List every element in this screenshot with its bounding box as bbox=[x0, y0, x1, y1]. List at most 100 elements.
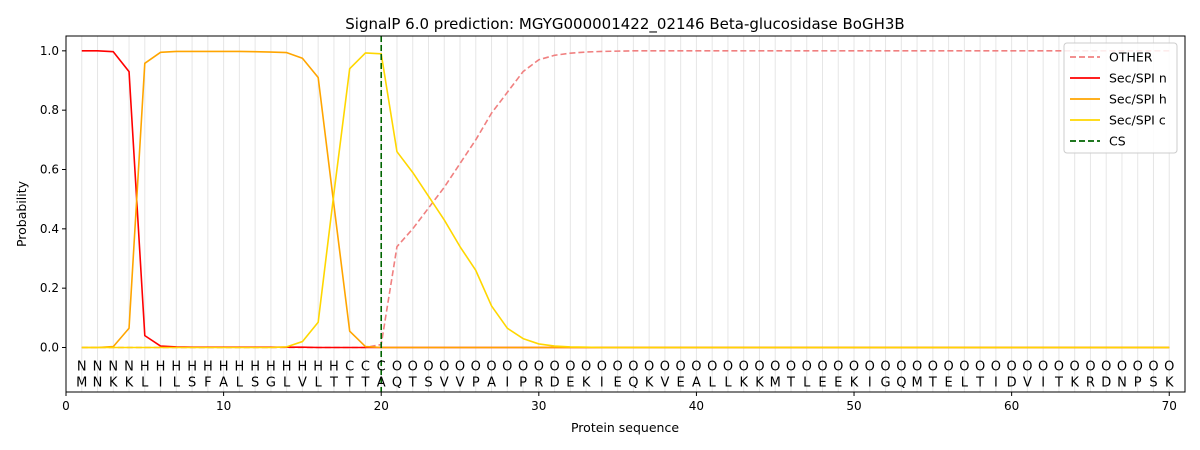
region-label: O bbox=[408, 359, 418, 374]
residue-letter: R bbox=[1086, 376, 1095, 391]
region-label: O bbox=[613, 359, 623, 374]
residue-letter: I bbox=[994, 376, 998, 391]
residue-letter: E bbox=[614, 376, 622, 391]
residue-letter: K bbox=[645, 376, 654, 391]
region-label: O bbox=[739, 359, 749, 374]
region-label: O bbox=[597, 359, 607, 374]
region-label: C bbox=[345, 359, 354, 374]
vertical-gridlines bbox=[81, 36, 1170, 392]
legend-label-cs: CS bbox=[1109, 134, 1126, 149]
legend-label-sec-spi-h: Sec/SPI h bbox=[1109, 92, 1167, 107]
residue-letter: L bbox=[236, 376, 244, 391]
residue-letter: T bbox=[360, 376, 369, 391]
residue-letter: K bbox=[755, 376, 764, 391]
y-tick-label: 0.8 bbox=[40, 103, 59, 117]
region-label: O bbox=[1054, 359, 1064, 374]
series-line-sec-spi-h bbox=[81, 50, 1170, 349]
residue-letter: A bbox=[487, 376, 496, 391]
x-axis-ticks: 0 10 20 30 40 50 60 70 bbox=[62, 392, 1177, 413]
region-label: O bbox=[644, 359, 654, 374]
plot-area bbox=[81, 36, 1170, 392]
residue-letter: E bbox=[566, 376, 574, 391]
region-label: H bbox=[282, 359, 292, 374]
residue-letter: A bbox=[219, 376, 228, 391]
y-axis-ticks: 0.0 0.2 0.4 0.6 0.8 1.0 bbox=[40, 44, 66, 355]
region-label: H bbox=[234, 359, 244, 374]
residue-letter: L bbox=[173, 376, 181, 391]
residue-letter: I bbox=[505, 376, 509, 391]
region-label: O bbox=[896, 359, 906, 374]
region-label: O bbox=[991, 359, 1001, 374]
residue-letter: S bbox=[424, 376, 432, 391]
residue-letter: I bbox=[868, 376, 872, 391]
residue-letter: S bbox=[188, 376, 196, 391]
region-label: O bbox=[1085, 359, 1095, 374]
region-label: H bbox=[313, 359, 323, 374]
sequence-annotation: NMNNNKNKHLHIHLHSHFHAHLHSHGHLHVHLHTCTCTCA… bbox=[76, 359, 1174, 390]
region-label: O bbox=[817, 359, 827, 374]
residue-letter: N bbox=[93, 376, 103, 391]
x-tick-label: 20 bbox=[374, 399, 389, 413]
region-label: H bbox=[187, 359, 197, 374]
region-label: H bbox=[171, 359, 181, 374]
y-tick-label: 0.4 bbox=[40, 222, 59, 236]
residue-letter: T bbox=[345, 376, 354, 391]
residue-letter: G bbox=[266, 376, 276, 391]
region-label: O bbox=[518, 359, 528, 374]
residue-letter: E bbox=[677, 376, 685, 391]
residue-letter: N bbox=[1117, 376, 1127, 391]
residue-letter: F bbox=[204, 376, 211, 391]
region-label: O bbox=[1022, 359, 1032, 374]
region-label: O bbox=[943, 359, 953, 374]
residue-letter: L bbox=[803, 376, 811, 391]
region-label: O bbox=[912, 359, 922, 374]
residue-letter: S bbox=[251, 376, 259, 391]
region-label: N bbox=[77, 359, 87, 374]
residue-letter: G bbox=[881, 376, 891, 391]
region-label: O bbox=[660, 359, 670, 374]
residue-letter: Q bbox=[628, 376, 638, 391]
x-tick-label: 70 bbox=[1162, 399, 1177, 413]
region-label: O bbox=[865, 359, 875, 374]
region-label: O bbox=[1007, 359, 1017, 374]
residue-letter: K bbox=[125, 376, 134, 391]
region-label: H bbox=[298, 359, 308, 374]
region-label: O bbox=[581, 359, 591, 374]
residue-letter: P bbox=[519, 376, 527, 391]
region-label: O bbox=[833, 359, 843, 374]
residue-letter: T bbox=[975, 376, 984, 391]
residue-letter: I bbox=[600, 376, 604, 391]
x-axis-label: Protein sequence bbox=[571, 420, 679, 435]
residue-letter: E bbox=[944, 376, 952, 391]
legend-label-sec-spi-n: Sec/SPI n bbox=[1109, 71, 1167, 86]
legend-label-other: OTHER bbox=[1109, 50, 1153, 65]
plot-frame bbox=[65, 35, 1186, 393]
series-line-sec-spi-c bbox=[81, 52, 1170, 349]
region-label: O bbox=[975, 359, 985, 374]
region-label: O bbox=[628, 359, 638, 374]
region-label: H bbox=[250, 359, 260, 374]
residue-letter: P bbox=[1134, 376, 1142, 391]
region-label: O bbox=[849, 359, 859, 374]
x-tick-label: 50 bbox=[846, 399, 861, 413]
x-tick-label: 30 bbox=[531, 399, 546, 413]
residue-letter: R bbox=[534, 376, 543, 391]
region-label: O bbox=[486, 359, 496, 374]
residue-letter: V bbox=[660, 376, 669, 391]
region-label: O bbox=[1148, 359, 1158, 374]
y-tick-label: 1.0 bbox=[40, 44, 59, 58]
region-label: H bbox=[219, 359, 229, 374]
residue-letter: K bbox=[1165, 376, 1174, 391]
legend-label-sec-spi-c: Sec/SPI c bbox=[1109, 113, 1166, 128]
region-label: O bbox=[707, 359, 717, 374]
residue-letter: D bbox=[550, 376, 560, 391]
region-label: O bbox=[723, 359, 733, 374]
y-tick-label: 0.2 bbox=[40, 281, 59, 295]
region-label: O bbox=[880, 359, 890, 374]
region-label: O bbox=[1133, 359, 1143, 374]
region-label: O bbox=[565, 359, 575, 374]
region-label: H bbox=[329, 359, 339, 374]
residue-letter: T bbox=[329, 376, 338, 391]
region-label: O bbox=[691, 359, 701, 374]
